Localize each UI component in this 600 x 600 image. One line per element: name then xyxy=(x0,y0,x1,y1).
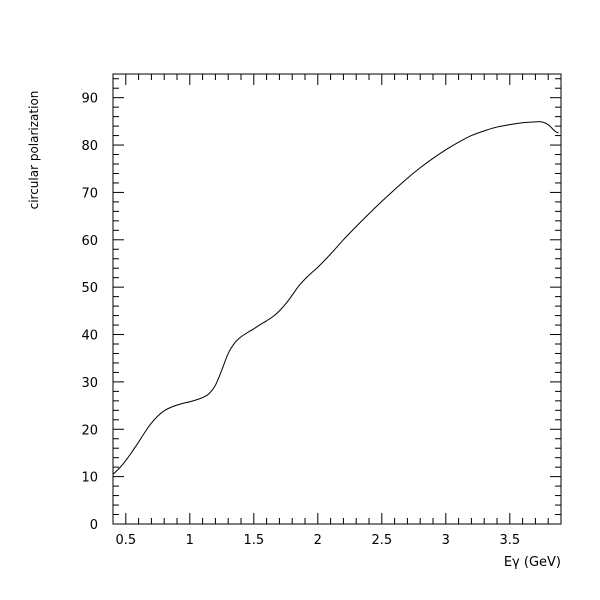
y-axis-tick-labels: 0 10 20 30 40 50 60 70 80 90 xyxy=(81,92,98,533)
x-axis-ticks xyxy=(112,74,562,524)
x-axis-tick-labels: 0.5 1 1.5 2 2.5 3 3.5 xyxy=(115,533,520,548)
y-tick-label: 40 xyxy=(81,329,98,344)
x-tick-label: 3.5 xyxy=(499,533,520,548)
y-tick-label: 20 xyxy=(81,423,98,438)
y-tick-label: 80 xyxy=(81,139,98,154)
x-axis-label: Eγ (GeV) xyxy=(504,555,561,570)
x-tick-label: 2 xyxy=(314,533,322,548)
y-tick-label: 10 xyxy=(81,471,98,486)
y-tick-label: 0 xyxy=(90,518,98,533)
y-tick-label: 50 xyxy=(81,281,98,296)
x-tick-label: 2.5 xyxy=(371,533,392,548)
series-line xyxy=(112,121,559,475)
x-tick-label: 1 xyxy=(186,533,194,548)
y-tick-label: 90 xyxy=(81,92,98,107)
y-tick-label: 60 xyxy=(81,234,98,249)
plot-frame xyxy=(112,73,562,525)
y-tick-label: 30 xyxy=(81,376,98,391)
x-tick-label: 0.5 xyxy=(115,533,136,548)
y-axis-label: circular polarization xyxy=(27,91,41,210)
y-axis-ticks xyxy=(113,78,561,525)
x-tick-label: 1.5 xyxy=(243,533,264,548)
y-tick-label: 70 xyxy=(81,186,98,201)
x-tick-label: 3 xyxy=(442,533,450,548)
